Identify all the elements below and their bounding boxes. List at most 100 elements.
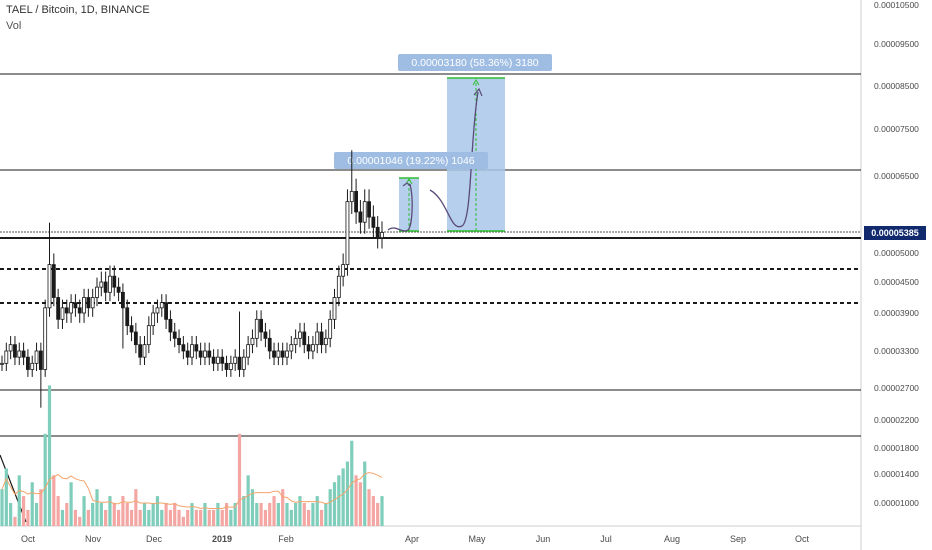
projection-arrow-large bbox=[473, 87, 483, 97]
candle-body bbox=[17, 350, 22, 358]
candle-body bbox=[138, 344, 143, 358]
volume-bar bbox=[125, 503, 129, 526]
candle-body bbox=[64, 307, 69, 314]
volume-bar bbox=[224, 503, 229, 526]
candle-body bbox=[190, 344, 194, 358]
volume-bar bbox=[78, 516, 82, 526]
volume-bar bbox=[259, 503, 263, 526]
volume-bar bbox=[285, 503, 289, 526]
x-tick-label: Dec bbox=[146, 534, 163, 544]
x-tick-label: Jul bbox=[600, 534, 612, 544]
volume-bar bbox=[39, 489, 43, 526]
candle-body bbox=[259, 318, 263, 333]
candle-body bbox=[341, 264, 346, 277]
candle-body bbox=[194, 344, 199, 352]
candle-body bbox=[155, 307, 160, 314]
y-tick-label: 0.00002700 bbox=[874, 383, 919, 393]
volume-bar bbox=[289, 509, 293, 526]
x-tick-label: May bbox=[468, 534, 486, 544]
candle-body bbox=[198, 350, 203, 358]
y-tick-label: 0.00008500 bbox=[874, 81, 919, 91]
projection-curve-small bbox=[387, 183, 413, 232]
candle-body bbox=[43, 307, 48, 370]
candle-body bbox=[146, 325, 151, 346]
volume-bar bbox=[337, 475, 341, 526]
volume-bar bbox=[272, 496, 276, 526]
volume-bar bbox=[160, 509, 164, 526]
candle-body bbox=[103, 281, 108, 293]
candle-body bbox=[108, 275, 112, 293]
volume-bar bbox=[311, 503, 315, 526]
candle-body bbox=[133, 331, 138, 346]
x-axis-ticks: Oct Nov Dec 2019 Feb Apr May Jun Jul Aug Sep Oct bbox=[21, 534, 810, 544]
volume-bar bbox=[129, 509, 134, 526]
chart-title: TAEL / Bitcoin, 1D, BINANCE bbox=[6, 4, 150, 16]
volume-bar bbox=[194, 509, 198, 526]
candle-body bbox=[241, 356, 246, 370]
candle-body bbox=[328, 318, 333, 339]
x-tick-label: Apr bbox=[405, 534, 419, 544]
candle-body bbox=[228, 362, 233, 370]
volume-bar bbox=[276, 503, 280, 526]
candle-body bbox=[237, 356, 242, 370]
volume-bar bbox=[104, 509, 108, 526]
volume-bar bbox=[263, 509, 268, 526]
volume-bar bbox=[363, 461, 367, 526]
candle-body bbox=[371, 216, 376, 228]
y-tick-label: 0.00005000 bbox=[874, 248, 919, 258]
volume-bar bbox=[91, 503, 95, 526]
y-tick-label: 0.00003900 bbox=[874, 308, 919, 318]
candle-body bbox=[121, 291, 125, 309]
volume-bar bbox=[242, 496, 246, 526]
volume-bar bbox=[26, 509, 30, 526]
volume-bar bbox=[13, 516, 17, 526]
candle-body bbox=[319, 331, 324, 346]
candle-body bbox=[280, 350, 285, 358]
candle-body bbox=[380, 232, 384, 238]
candle-body bbox=[168, 318, 173, 333]
candle-body bbox=[164, 302, 168, 320]
volume-bar bbox=[52, 475, 56, 526]
x-tick-label: Oct bbox=[21, 534, 36, 544]
volume-bar bbox=[294, 503, 298, 526]
candle-body bbox=[51, 264, 56, 298]
measure-label-small-text: 0.00001046 (19.22%) 1046 bbox=[347, 155, 474, 167]
candle-body bbox=[185, 350, 190, 358]
volume-bar bbox=[134, 489, 138, 526]
candle-body bbox=[224, 362, 229, 370]
y-tick-label: 0.00002200 bbox=[874, 415, 919, 425]
volume-bar bbox=[358, 482, 363, 526]
volume-bar bbox=[229, 509, 233, 526]
candle-body bbox=[73, 302, 78, 309]
projection-curve-large bbox=[429, 91, 479, 228]
volume-bar bbox=[207, 509, 211, 526]
candle-body bbox=[142, 344, 147, 358]
volume-bar bbox=[121, 496, 125, 526]
volume-bar bbox=[69, 482, 73, 526]
y-tick-label: 0.00010500 bbox=[874, 0, 919, 10]
volume-bar bbox=[95, 489, 99, 526]
candle-body bbox=[362, 201, 367, 223]
volume-bar bbox=[319, 509, 324, 526]
y-axis-ticks: 0.00010500 0.00009500 0.00008500 0.00007500… bbox=[874, 0, 919, 508]
candle-body bbox=[323, 337, 328, 346]
x-tick-label: Feb bbox=[278, 534, 294, 544]
candles bbox=[0, 150, 384, 408]
trendline[interactable] bbox=[0, 454, 27, 523]
candle-body bbox=[311, 344, 315, 352]
candle-body bbox=[336, 275, 341, 298]
candle-body bbox=[112, 275, 117, 288]
candle-body bbox=[8, 344, 13, 352]
candle-body bbox=[250, 337, 255, 346]
measure-box-small[interactable] bbox=[399, 177, 419, 232]
candle-body bbox=[349, 190, 354, 203]
candle-body bbox=[30, 362, 35, 370]
volume-bar bbox=[216, 503, 220, 526]
candle-body bbox=[233, 356, 238, 364]
y-tick-label: 0.00006500 bbox=[874, 171, 919, 181]
volume-bar bbox=[371, 496, 375, 526]
volume-bar bbox=[138, 509, 142, 526]
candle-body bbox=[129, 325, 134, 333]
candle-body bbox=[69, 302, 73, 314]
